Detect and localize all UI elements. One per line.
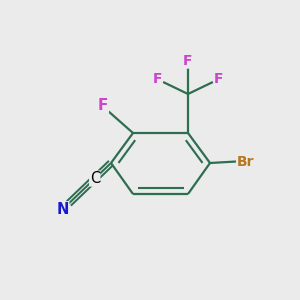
Text: F: F xyxy=(214,72,224,86)
Text: F: F xyxy=(183,54,193,68)
Text: F: F xyxy=(152,72,162,86)
Text: F: F xyxy=(98,98,108,112)
Text: Br: Br xyxy=(237,154,254,169)
Text: N: N xyxy=(56,202,69,217)
Text: C: C xyxy=(90,171,100,186)
